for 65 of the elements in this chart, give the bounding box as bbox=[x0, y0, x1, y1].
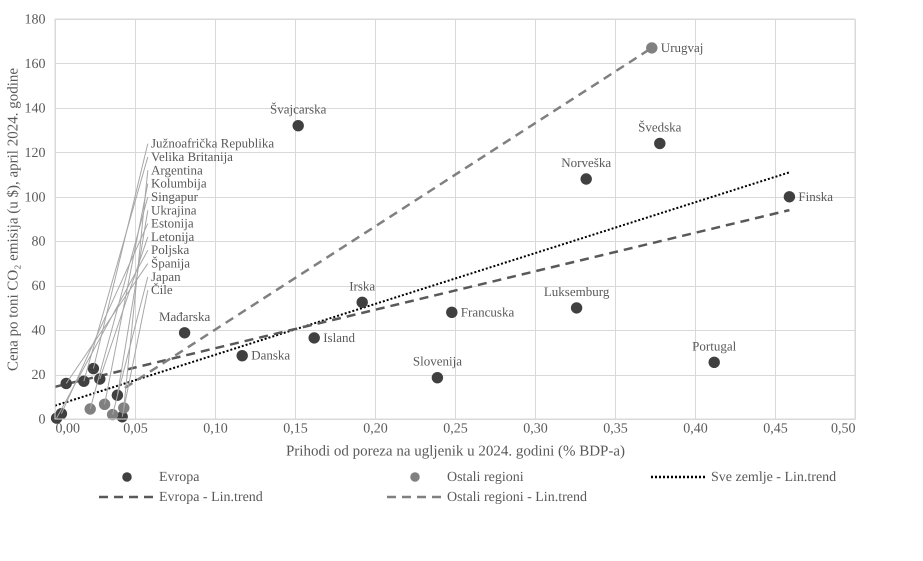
x-tick-label: 0,05 bbox=[123, 422, 148, 436]
x-tick-label: 0,50 bbox=[831, 422, 856, 436]
annotation: Španija bbox=[151, 256, 190, 271]
annotation: Argentina bbox=[151, 162, 203, 178]
x-axis-title: Prihodi od poreza na ugljenik u 2024. godini (% BDP-a) bbox=[286, 444, 626, 460]
annotation: Švedska bbox=[638, 119, 682, 134]
annotation: Irska bbox=[349, 278, 376, 294]
point bbox=[88, 362, 100, 374]
x-tick-label: 0,45 bbox=[763, 422, 788, 436]
legend-label: Evropa - Lin.trend bbox=[159, 490, 263, 505]
y-tick-label: 0 bbox=[38, 412, 46, 428]
point bbox=[98, 398, 110, 410]
annotation: Slovenija bbox=[412, 354, 462, 369]
x-tick-label: 0,00 bbox=[56, 422, 80, 436]
x-tick-label: 0,10 bbox=[203, 422, 228, 436]
annotation: Portugal bbox=[692, 338, 737, 354]
point bbox=[292, 120, 304, 132]
point bbox=[708, 356, 720, 368]
legend-label: Sve zemlje - Lin.trend bbox=[711, 470, 836, 485]
point bbox=[646, 42, 658, 54]
point bbox=[78, 376, 90, 387]
y-tick-label: 60 bbox=[32, 279, 46, 294]
annotation: Mađarska bbox=[158, 308, 210, 324]
y-tick-label: 160 bbox=[24, 56, 46, 72]
annotation: Singapur bbox=[151, 188, 199, 204]
annotation: Norveška bbox=[561, 155, 612, 170]
y-tick-label: 80 bbox=[32, 234, 46, 250]
y-tick-label: 180 bbox=[24, 12, 46, 28]
point bbox=[446, 306, 458, 318]
point bbox=[432, 372, 444, 384]
annotation: Južnoafrička Republika bbox=[151, 136, 274, 151]
point bbox=[308, 332, 320, 344]
y-tick-label: 140 bbox=[24, 101, 46, 116]
annotation: Island bbox=[323, 330, 356, 345]
y-tick-label: 120 bbox=[24, 146, 46, 161]
annotation: Velika Britanija bbox=[151, 149, 234, 164]
legend-label: Evropa bbox=[159, 470, 200, 485]
point bbox=[178, 327, 190, 338]
point bbox=[84, 403, 96, 415]
point bbox=[236, 350, 248, 362]
point bbox=[580, 173, 592, 185]
x-tick-label: 0,30 bbox=[523, 422, 548, 436]
y-tick-label: 100 bbox=[24, 190, 46, 206]
point bbox=[784, 191, 796, 202]
annotation: Švajcarska bbox=[270, 102, 327, 117]
x-tick-label: 0,40 bbox=[683, 422, 708, 436]
x-tick-label: 0,25 bbox=[443, 422, 468, 436]
point bbox=[60, 378, 72, 390]
y-tick-label: 20 bbox=[32, 368, 46, 384]
annotation: Francuska bbox=[460, 304, 514, 320]
point bbox=[356, 296, 368, 308]
annotation: Urugvaj bbox=[660, 40, 704, 55]
x-tick-label: 0,35 bbox=[603, 422, 628, 436]
point bbox=[570, 302, 582, 314]
annotation: Luksemburg bbox=[544, 284, 610, 299]
x-tick-label: 0,15 bbox=[283, 422, 308, 436]
x-tick-label: 0,20 bbox=[363, 422, 388, 436]
point bbox=[654, 138, 666, 150]
legend-label: Ostali regioni bbox=[447, 470, 524, 485]
annotation: Danska bbox=[251, 348, 290, 363]
annotation: Finska bbox=[798, 188, 834, 204]
y-tick-label: 40 bbox=[32, 324, 46, 339]
legend-label: Ostali regioni - Lin.trend bbox=[447, 490, 587, 505]
y-axis-title: Cena po toni CO₂ emisija (u $), april 2024. godine bbox=[6, 68, 22, 372]
annotation: Čile bbox=[151, 282, 173, 298]
